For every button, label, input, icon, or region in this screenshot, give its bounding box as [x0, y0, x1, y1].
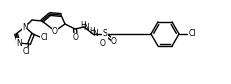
Text: H: H [89, 27, 95, 37]
Text: N: N [83, 23, 89, 32]
Text: O: O [100, 38, 106, 47]
Text: Cl: Cl [40, 33, 48, 41]
Text: Cl: Cl [22, 47, 30, 57]
Text: N: N [16, 38, 22, 47]
Text: H: H [80, 20, 86, 29]
Text: Cl: Cl [189, 29, 197, 38]
Text: N: N [92, 29, 98, 38]
Text: S: S [103, 29, 107, 38]
Text: O: O [52, 26, 58, 36]
Text: O: O [73, 34, 79, 43]
Text: O: O [111, 37, 117, 46]
Text: N: N [22, 23, 28, 32]
